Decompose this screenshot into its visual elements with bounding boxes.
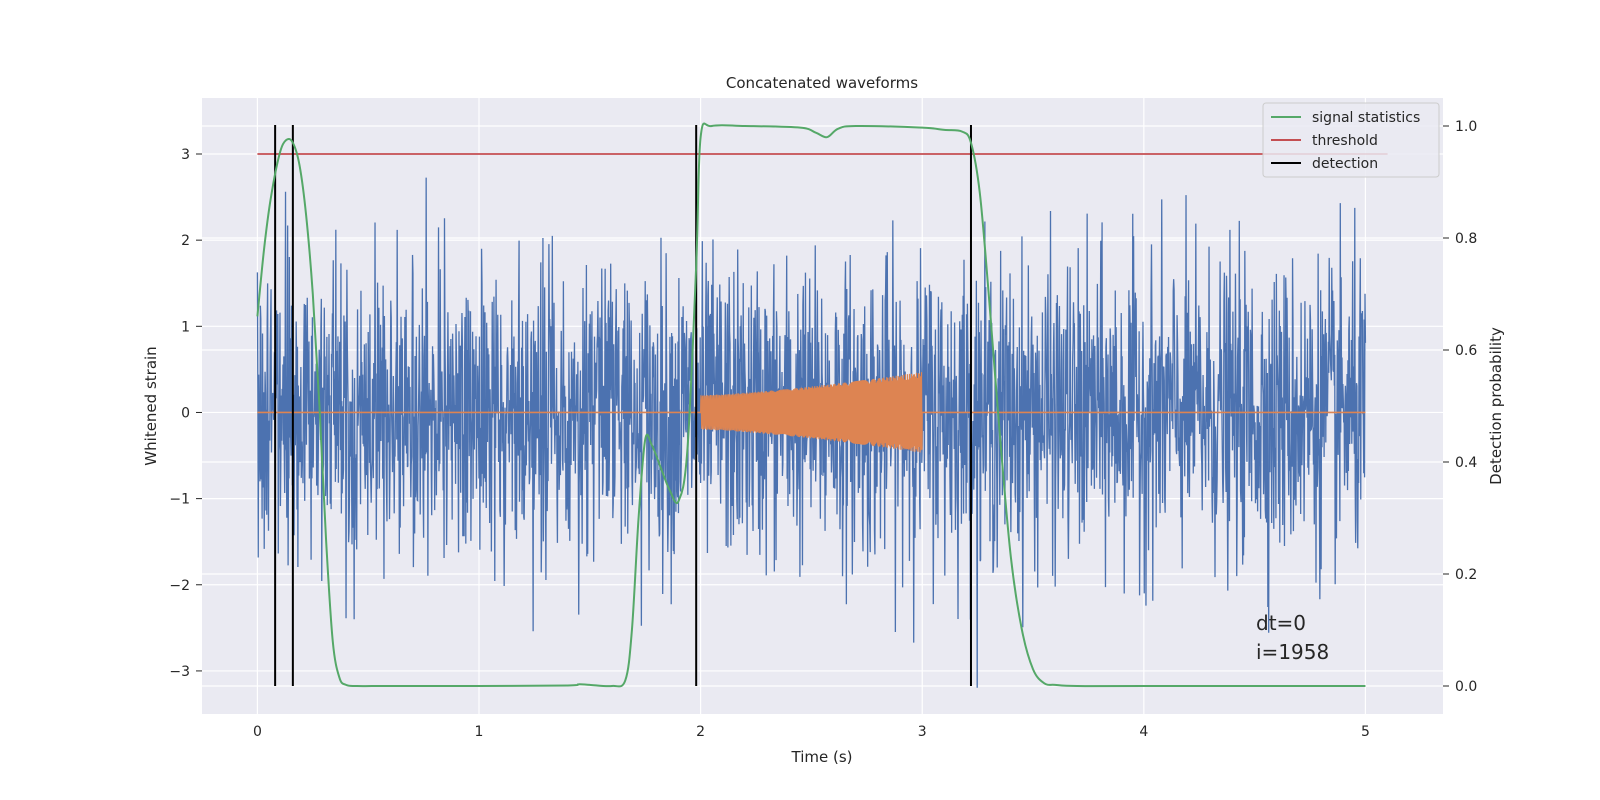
y-tick-label: 1 — [181, 319, 190, 335]
x-tick-label: 1 — [475, 724, 484, 740]
y2-axis-label: Detection probability — [1487, 327, 1505, 485]
injection-line — [700, 372, 923, 453]
signal-statistics-line — [256, 122, 1366, 688]
legend-label-signal-statistics: signal statistics — [1312, 110, 1420, 126]
y2-tick-label: 0.2 — [1455, 567, 1477, 583]
y2-tick-label: 0.0 — [1455, 679, 1477, 695]
legend-label-threshold: threshold — [1312, 133, 1378, 149]
annotation-dt: dt=0 — [1256, 611, 1306, 635]
x-tick-label: 4 — [1139, 724, 1148, 740]
detection-overlay — [256, 122, 1388, 688]
x-axis-label: Time (s) — [791, 748, 853, 766]
y2-tick-label: 1.0 — [1455, 119, 1477, 135]
y2-tick-label: 0.8 — [1455, 231, 1477, 247]
y-tick-label: −2 — [169, 578, 190, 594]
x-tick-label: 3 — [918, 724, 927, 740]
x-tick-label: 2 — [696, 724, 705, 740]
x-tick-label: 5 — [1361, 724, 1370, 740]
tick-labels: 0 1 2 3 4 5 −3 −2 −1 0 1 2 3 0.0 0.2 0.4 0.6 0.8 1.0 — [169, 119, 1477, 740]
y-tick-label: 2 — [181, 233, 190, 249]
chart-title: Concatenated waveforms — [726, 74, 918, 92]
y-axis-label: Whitened strain — [142, 346, 160, 465]
y-tick-label: −3 — [169, 664, 190, 680]
injection-waveform-series — [257, 372, 1366, 453]
y-tick-label: −1 — [169, 492, 190, 508]
y2-tick-label: 0.6 — [1455, 343, 1477, 359]
annotation-index: i=1958 — [1256, 640, 1329, 664]
legend: signal statistics threshold detection — [1262, 102, 1440, 178]
legend-box — [1262, 102, 1440, 178]
legend-label-detection: detection — [1312, 156, 1378, 172]
y2-tick-label: 0.4 — [1455, 455, 1477, 471]
y-tick-label: 3 — [181, 147, 190, 163]
y-tick-label: 0 — [181, 405, 190, 421]
x-tick-label: 0 — [253, 724, 262, 740]
